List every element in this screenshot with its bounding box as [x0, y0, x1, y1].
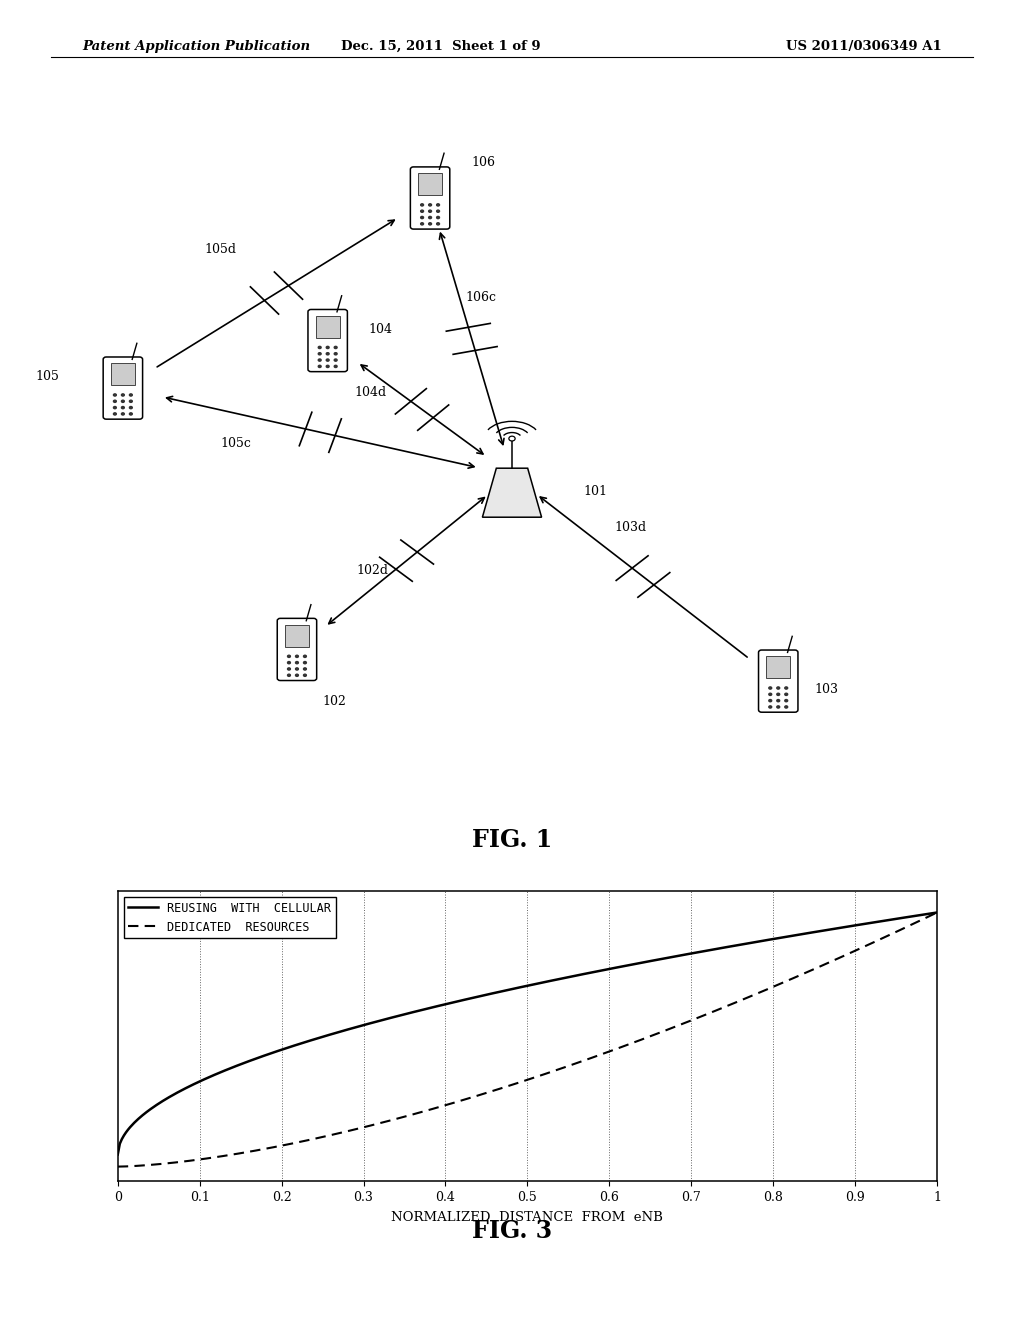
- Text: 102d: 102d: [356, 564, 388, 577]
- Circle shape: [318, 366, 322, 367]
- Circle shape: [429, 210, 431, 213]
- Text: 103: 103: [814, 682, 838, 696]
- Circle shape: [327, 359, 329, 362]
- Bar: [285, 624, 309, 647]
- FancyBboxPatch shape: [278, 618, 316, 681]
- Circle shape: [429, 216, 431, 219]
- Bar: [315, 315, 340, 338]
- Text: 105: 105: [36, 370, 59, 383]
- Circle shape: [303, 661, 306, 664]
- FancyBboxPatch shape: [103, 356, 142, 420]
- Circle shape: [327, 366, 329, 367]
- Circle shape: [777, 700, 779, 702]
- Text: FIG. 3: FIG. 3: [472, 1220, 552, 1243]
- Circle shape: [784, 686, 787, 689]
- Circle shape: [777, 686, 779, 689]
- Circle shape: [784, 693, 787, 696]
- Circle shape: [769, 686, 772, 689]
- Circle shape: [784, 706, 787, 708]
- Circle shape: [777, 706, 779, 708]
- FancyBboxPatch shape: [411, 166, 450, 230]
- Circle shape: [769, 693, 772, 696]
- Circle shape: [288, 675, 291, 676]
- Circle shape: [784, 700, 787, 702]
- Circle shape: [318, 352, 322, 355]
- Circle shape: [129, 393, 132, 396]
- Circle shape: [129, 407, 132, 409]
- Circle shape: [114, 407, 117, 409]
- Text: 103d: 103d: [614, 520, 646, 533]
- Circle shape: [288, 668, 291, 671]
- Text: 106: 106: [471, 156, 495, 169]
- Circle shape: [421, 223, 424, 224]
- Circle shape: [436, 203, 439, 206]
- Circle shape: [421, 216, 424, 219]
- Circle shape: [296, 675, 298, 676]
- Text: 106c: 106c: [466, 290, 497, 304]
- Circle shape: [296, 661, 298, 664]
- Circle shape: [436, 223, 439, 224]
- Polygon shape: [482, 469, 542, 517]
- Circle shape: [303, 668, 306, 671]
- Circle shape: [421, 210, 424, 213]
- Circle shape: [769, 700, 772, 702]
- Text: FIG. 1: FIG. 1: [472, 829, 552, 853]
- Circle shape: [288, 655, 291, 657]
- Circle shape: [296, 668, 298, 671]
- Circle shape: [429, 223, 431, 224]
- Legend: REUSING  WITH  CELLULAR, DEDICATED  RESOURCES: REUSING WITH CELLULAR, DEDICATED RESOURC…: [124, 896, 336, 939]
- Text: 105c: 105c: [220, 437, 251, 450]
- Circle shape: [122, 393, 124, 396]
- FancyBboxPatch shape: [308, 309, 347, 372]
- Circle shape: [296, 655, 298, 657]
- Circle shape: [303, 655, 306, 657]
- Circle shape: [114, 413, 117, 414]
- Circle shape: [122, 400, 124, 403]
- Circle shape: [436, 210, 439, 213]
- Circle shape: [429, 203, 431, 206]
- Circle shape: [327, 346, 329, 348]
- Circle shape: [122, 407, 124, 409]
- Circle shape: [334, 346, 337, 348]
- Text: 104d: 104d: [354, 385, 386, 399]
- Circle shape: [318, 359, 322, 362]
- Circle shape: [288, 661, 291, 664]
- Text: 104: 104: [369, 322, 392, 335]
- Circle shape: [327, 352, 329, 355]
- Text: US 2011/0306349 A1: US 2011/0306349 A1: [786, 40, 942, 53]
- FancyBboxPatch shape: [759, 649, 798, 713]
- Circle shape: [318, 346, 322, 348]
- Circle shape: [436, 216, 439, 219]
- Text: Dec. 15, 2011  Sheet 1 of 9: Dec. 15, 2011 Sheet 1 of 9: [341, 40, 540, 53]
- Circle shape: [777, 693, 779, 696]
- X-axis label: NORMALIZED  DISTANCE  FROM  eNB: NORMALIZED DISTANCE FROM eNB: [391, 1210, 664, 1224]
- Text: 105d: 105d: [205, 243, 237, 256]
- Circle shape: [129, 400, 132, 403]
- Text: 101: 101: [584, 484, 607, 498]
- Circle shape: [421, 203, 424, 206]
- Circle shape: [334, 352, 337, 355]
- Circle shape: [122, 413, 124, 414]
- Circle shape: [129, 413, 132, 414]
- Circle shape: [334, 366, 337, 367]
- Circle shape: [769, 706, 772, 708]
- Text: 102: 102: [323, 694, 346, 708]
- Circle shape: [303, 675, 306, 676]
- Circle shape: [509, 436, 515, 441]
- Circle shape: [334, 359, 337, 362]
- Circle shape: [114, 400, 117, 403]
- Bar: [111, 363, 135, 385]
- Bar: [766, 656, 791, 678]
- Text: Patent Application Publication: Patent Application Publication: [82, 40, 310, 53]
- Bar: [418, 173, 442, 195]
- Circle shape: [114, 393, 117, 396]
